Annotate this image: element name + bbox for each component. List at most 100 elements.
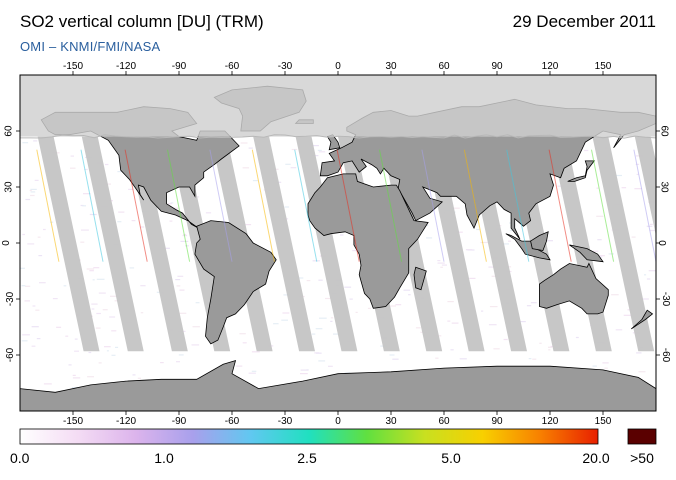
noise-speck <box>311 333 316 335</box>
noise-speck <box>117 221 122 223</box>
new-guinea-landmass <box>569 244 604 263</box>
noise-speck <box>435 357 439 359</box>
noise-speck <box>291 148 298 151</box>
noise-speck <box>596 187 599 189</box>
noise-speck <box>319 317 327 319</box>
lon-tick-label-top: -30 <box>277 61 293 72</box>
lon-tick-label-bottom: -60 <box>224 416 240 427</box>
madagascar-landmass <box>413 266 427 291</box>
noise-speck <box>242 167 250 169</box>
noise-speck <box>172 207 179 209</box>
noise-speck <box>183 233 187 236</box>
noise-speck <box>22 142 29 144</box>
noise-speck <box>178 354 184 356</box>
noise-speck <box>52 298 58 300</box>
noise-speck <box>636 352 642 354</box>
noise-speck <box>550 345 554 348</box>
colorbar-label-3: 5.0 <box>441 450 461 466</box>
noise-speck <box>452 207 460 209</box>
noise-speck <box>56 326 62 328</box>
swath-edge-artifact <box>421 149 445 262</box>
colorbar-overflow-swatch <box>627 428 657 445</box>
noise-speck <box>114 300 119 302</box>
noise-speck <box>34 179 39 181</box>
lon-tick-label-bottom: 30 <box>385 416 397 427</box>
noise-speck <box>408 294 411 296</box>
lat-tick-label-left: 30 <box>3 181 15 193</box>
lat-tick-label-left: -60 <box>5 347 17 363</box>
noise-speck <box>192 326 200 328</box>
noise-speck <box>283 294 291 296</box>
noise-speck <box>614 174 622 177</box>
noise-speck <box>118 211 125 213</box>
lon-tick-label-bottom: -30 <box>277 416 293 427</box>
noise-speck <box>92 279 95 281</box>
noise-speck <box>80 241 85 243</box>
orbit-gap-swath <box>253 136 315 352</box>
noise-speck <box>493 348 500 350</box>
noise-speck <box>330 320 333 322</box>
noise-speck <box>575 336 579 339</box>
new-zealand-landmass <box>631 309 654 330</box>
noise-speck <box>252 180 258 182</box>
noise-speck <box>128 188 134 190</box>
noise-speck <box>437 262 445 264</box>
noise-speck <box>388 305 396 307</box>
noise-speck <box>315 328 323 330</box>
noise-speck <box>30 194 35 197</box>
noise-speck <box>88 351 92 354</box>
orbit-gap-swath <box>634 136 656 236</box>
noise-speck <box>111 354 116 356</box>
noise-speck <box>593 250 599 252</box>
noise-speck <box>89 270 94 272</box>
noise-speck <box>316 352 322 354</box>
noise-speck <box>27 243 35 245</box>
noise-speck <box>43 228 46 231</box>
orbit-gap-swath <box>295 136 358 352</box>
noise-speck <box>340 234 344 236</box>
axis-tickmarks <box>16 71 660 415</box>
noise-speck <box>30 191 36 193</box>
lat-tick-label-left: -30 <box>5 291 17 307</box>
noise-speck <box>465 249 473 251</box>
noise-speck <box>642 298 649 300</box>
noise-speck <box>105 183 111 185</box>
colorbar-label-4: 20.0 <box>582 450 610 466</box>
noise-speck <box>84 168 88 171</box>
noise-speck <box>447 320 451 322</box>
lon-tick-label-bottom: 0 <box>335 416 341 427</box>
japan-landmass <box>567 160 596 182</box>
noise-speck <box>72 374 76 376</box>
noise-speck <box>81 229 89 231</box>
noise-speck <box>30 188 37 190</box>
noise-speck <box>597 239 602 241</box>
orbit-gap-swath <box>126 136 188 352</box>
noise-speck <box>318 360 326 362</box>
noise-speck <box>38 255 43 257</box>
noise-speck <box>242 342 247 344</box>
swath-edge-artifact <box>336 149 360 262</box>
noise-speck <box>349 298 353 300</box>
noise-speck <box>333 333 339 335</box>
noise-speck <box>31 326 39 328</box>
noise-speck <box>37 236 41 238</box>
noise-speck <box>548 346 553 348</box>
orbit-gap-swath <box>37 136 100 352</box>
noise-speck <box>195 302 200 304</box>
lon-tick-label-top: 0 <box>335 61 341 72</box>
noise-speck <box>20 267 25 269</box>
noise-speck <box>441 264 447 266</box>
noise-speck <box>608 253 614 255</box>
noise-speck <box>507 266 512 268</box>
swath-edge-artifact <box>80 149 104 262</box>
noise-speck <box>509 229 513 232</box>
noise-speck <box>169 220 173 222</box>
colorbar-overflow-label: >50 <box>630 450 654 466</box>
noise-speck <box>596 215 604 217</box>
colorbar-label-0: 0.0 <box>10 450 30 466</box>
swath-edge-artifact <box>124 149 148 262</box>
noise-speck <box>248 147 253 149</box>
arctic-no-data-edge <box>20 134 656 139</box>
noise-speck <box>306 280 311 282</box>
